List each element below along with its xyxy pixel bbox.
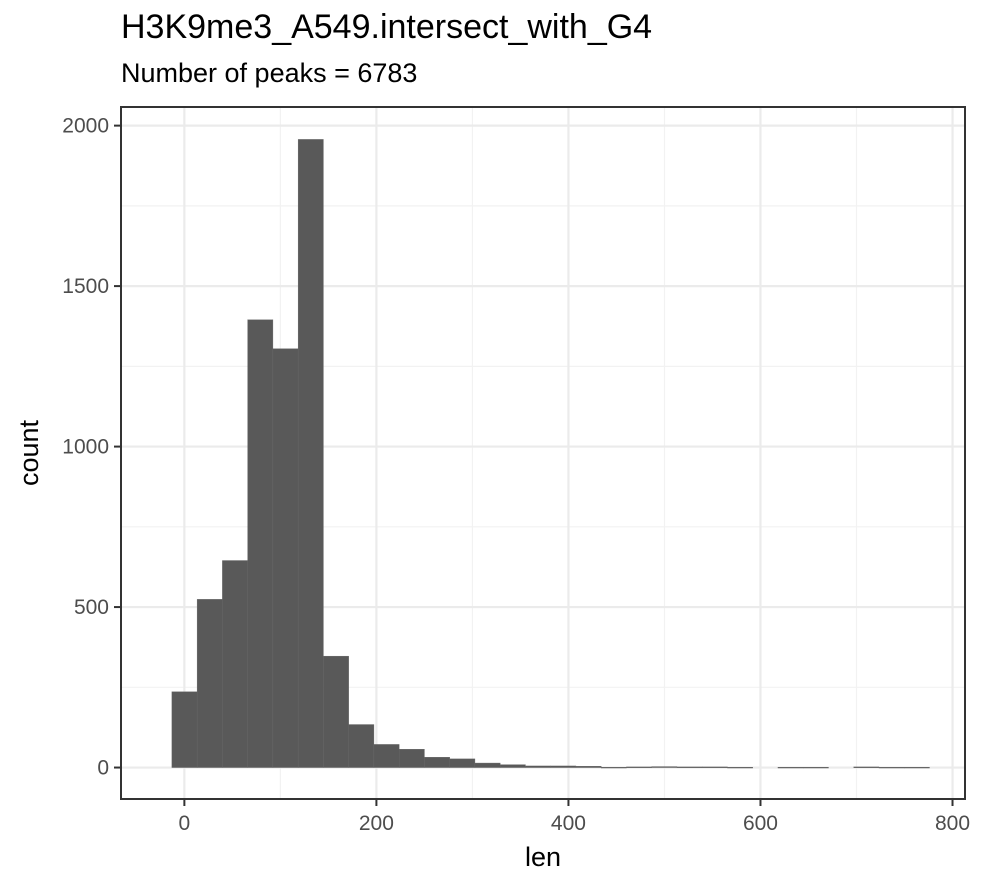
- histogram-bar: [575, 766, 602, 768]
- y-axis: 0 500 1000 1500 2000: [62, 115, 121, 780]
- histogram-bar: [222, 560, 248, 768]
- histogram-bar: [727, 767, 753, 769]
- histogram-bar: [853, 766, 880, 768]
- histogram-bars: [171, 139, 930, 769]
- y-tick-label: 1000: [62, 436, 109, 459]
- histogram-bar: [424, 757, 450, 768]
- histogram-bar: [196, 599, 223, 768]
- histogram-bar: [297, 139, 324, 768]
- panel-border: [120, 106, 966, 800]
- histogram-bar: [525, 765, 551, 768]
- histogram-bar: [272, 348, 299, 768]
- y-tick-label: 0: [97, 757, 109, 780]
- y-tick-label: 1500: [62, 275, 109, 298]
- histogram-bar: [626, 766, 652, 768]
- histogram-bar: [777, 767, 804, 769]
- histogram-bar: [348, 724, 375, 768]
- histogram-bar: [878, 767, 905, 769]
- histogram-bar: [499, 764, 526, 768]
- histogram-bar: [247, 319, 274, 768]
- histogram-bar: [676, 766, 703, 768]
- x-tick-label: 600: [743, 812, 778, 835]
- x-axis: 0 200 400 600 800: [179, 799, 970, 835]
- histogram-bar: [550, 765, 577, 768]
- histogram-bar: [171, 691, 198, 768]
- histogram-bar: [449, 758, 476, 768]
- histogram-bar: [474, 762, 501, 768]
- chart-subtitle: Number of peaks = 6783: [121, 58, 418, 88]
- x-tick-label: 800: [935, 812, 970, 835]
- histogram-bar: [600, 767, 627, 769]
- chart-title: H3K9me3_A549.intersect_with_G4: [121, 8, 653, 46]
- y-tick-label: 500: [74, 596, 109, 619]
- histogram-bar: [651, 766, 678, 768]
- x-tick-label: 0: [179, 812, 191, 835]
- x-tick-label: 400: [551, 812, 586, 835]
- y-tick-label: 2000: [62, 115, 109, 138]
- histogram-bar: [373, 744, 400, 768]
- y-axis-title: count: [14, 419, 44, 486]
- histogram-bar: [803, 767, 829, 769]
- x-tick-label: 200: [359, 812, 394, 835]
- histogram-bar: [701, 766, 728, 768]
- histogram-bar: [323, 655, 349, 768]
- histogram-bar: [904, 767, 930, 769]
- histogram-bar: [398, 749, 425, 768]
- x-axis-title: len: [525, 842, 561, 872]
